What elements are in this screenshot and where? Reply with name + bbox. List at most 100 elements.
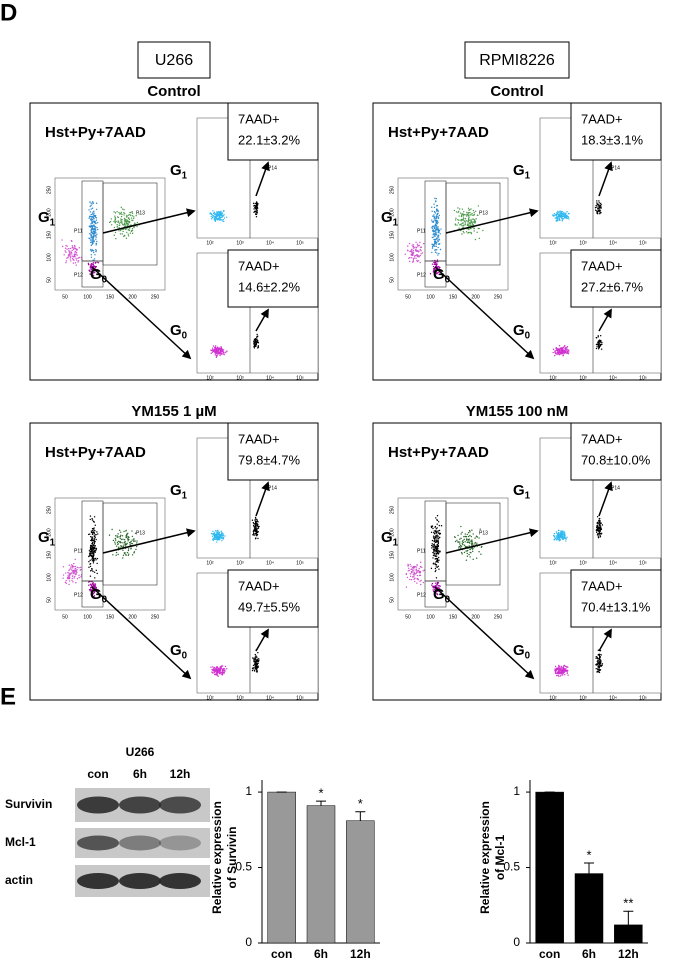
event-dot xyxy=(255,521,257,523)
event-dot xyxy=(90,544,93,547)
y-tick-label: 100 xyxy=(389,253,395,262)
event-dot xyxy=(134,540,136,542)
event-dot xyxy=(438,568,440,570)
event-dot xyxy=(434,545,436,548)
event-dot xyxy=(91,207,94,209)
event-dot xyxy=(564,213,566,215)
event-dot xyxy=(431,263,434,265)
x-tick-label: 50 xyxy=(405,614,411,620)
event-dot xyxy=(430,531,433,534)
event-dot xyxy=(222,353,224,355)
event-dot xyxy=(470,208,472,210)
event-dot xyxy=(67,256,69,259)
event-dot xyxy=(408,257,410,259)
event-dot xyxy=(405,586,408,588)
event-dot xyxy=(96,589,99,591)
result-box xyxy=(227,102,319,161)
event-dot xyxy=(94,235,97,237)
y-tick-label: 200 xyxy=(389,528,395,537)
event-dot xyxy=(216,352,218,355)
event-dot xyxy=(122,545,124,547)
event-dot xyxy=(128,220,130,222)
event-dot xyxy=(412,244,415,246)
result-value: 27.2±6.7% xyxy=(581,279,644,294)
blot-band xyxy=(119,835,161,851)
event-dot xyxy=(437,585,439,587)
event-dot xyxy=(80,566,82,569)
event-dot xyxy=(90,236,92,238)
event-dot xyxy=(223,353,225,356)
event-dot xyxy=(559,351,562,354)
event-dot xyxy=(92,570,94,573)
event-dot xyxy=(93,583,95,586)
event-dot xyxy=(93,258,96,260)
event-dot xyxy=(252,202,255,205)
event-dot xyxy=(66,248,68,250)
event-dot xyxy=(563,671,565,674)
event-dot xyxy=(457,218,459,221)
event-dot xyxy=(470,219,472,221)
event-dot xyxy=(90,530,93,532)
event-dot xyxy=(120,545,122,547)
event-dot xyxy=(70,567,72,569)
event-dot xyxy=(213,346,216,349)
bar xyxy=(267,791,296,944)
x-tick-label: 100 xyxy=(426,614,435,620)
event-dot xyxy=(91,240,93,242)
event-dot xyxy=(432,271,435,273)
event-dot xyxy=(466,555,469,557)
x-tick-label: con xyxy=(271,947,292,960)
event-dot xyxy=(421,252,424,254)
gate-label-base: G xyxy=(90,266,102,283)
event-dot xyxy=(464,220,466,223)
event-dot xyxy=(436,519,439,522)
y-tick-label: 50 xyxy=(46,597,52,603)
event-dot xyxy=(92,527,94,530)
event-dot xyxy=(116,211,118,213)
x-tick-label: 250 xyxy=(151,614,160,620)
event-dot xyxy=(434,251,437,253)
event-dot xyxy=(412,253,414,255)
event-dot xyxy=(439,248,442,251)
event-dot xyxy=(75,264,77,266)
arrow xyxy=(434,266,535,360)
event-dot xyxy=(419,248,422,251)
event-dot xyxy=(566,349,568,351)
event-dot xyxy=(420,583,422,586)
event-dot xyxy=(556,220,558,222)
event-dot xyxy=(432,563,435,565)
event-dot xyxy=(562,215,564,217)
event-dot xyxy=(91,542,94,544)
event-dot xyxy=(559,215,561,217)
event-dot xyxy=(256,202,259,204)
x-tick-label: 10⁴ xyxy=(266,375,274,381)
gate-label: G1 xyxy=(170,162,188,181)
event-dot xyxy=(600,533,603,535)
event-dot xyxy=(596,527,599,530)
condition: Control xyxy=(490,83,543,100)
event-dot xyxy=(68,572,70,575)
event-dot xyxy=(122,223,124,226)
event-dot xyxy=(215,530,218,532)
event-dot xyxy=(114,215,116,217)
event-dot xyxy=(254,653,257,656)
event-dot xyxy=(220,346,223,349)
event-dot xyxy=(213,538,215,540)
event-dot xyxy=(598,663,601,666)
event-dot xyxy=(467,212,470,214)
event-dot xyxy=(600,206,602,208)
event-dot xyxy=(253,669,256,671)
event-dot xyxy=(436,523,438,525)
event-dot xyxy=(433,548,436,551)
event-dot xyxy=(432,220,435,222)
event-dot xyxy=(254,532,257,535)
event-dot xyxy=(557,671,559,673)
event-dot xyxy=(599,526,602,529)
event-dot xyxy=(214,673,217,676)
event-dot xyxy=(214,215,216,218)
event-dot xyxy=(466,541,469,544)
event-dot xyxy=(72,569,74,572)
event-dot xyxy=(434,536,436,538)
event-dot xyxy=(560,665,562,668)
event-dot xyxy=(469,214,471,216)
